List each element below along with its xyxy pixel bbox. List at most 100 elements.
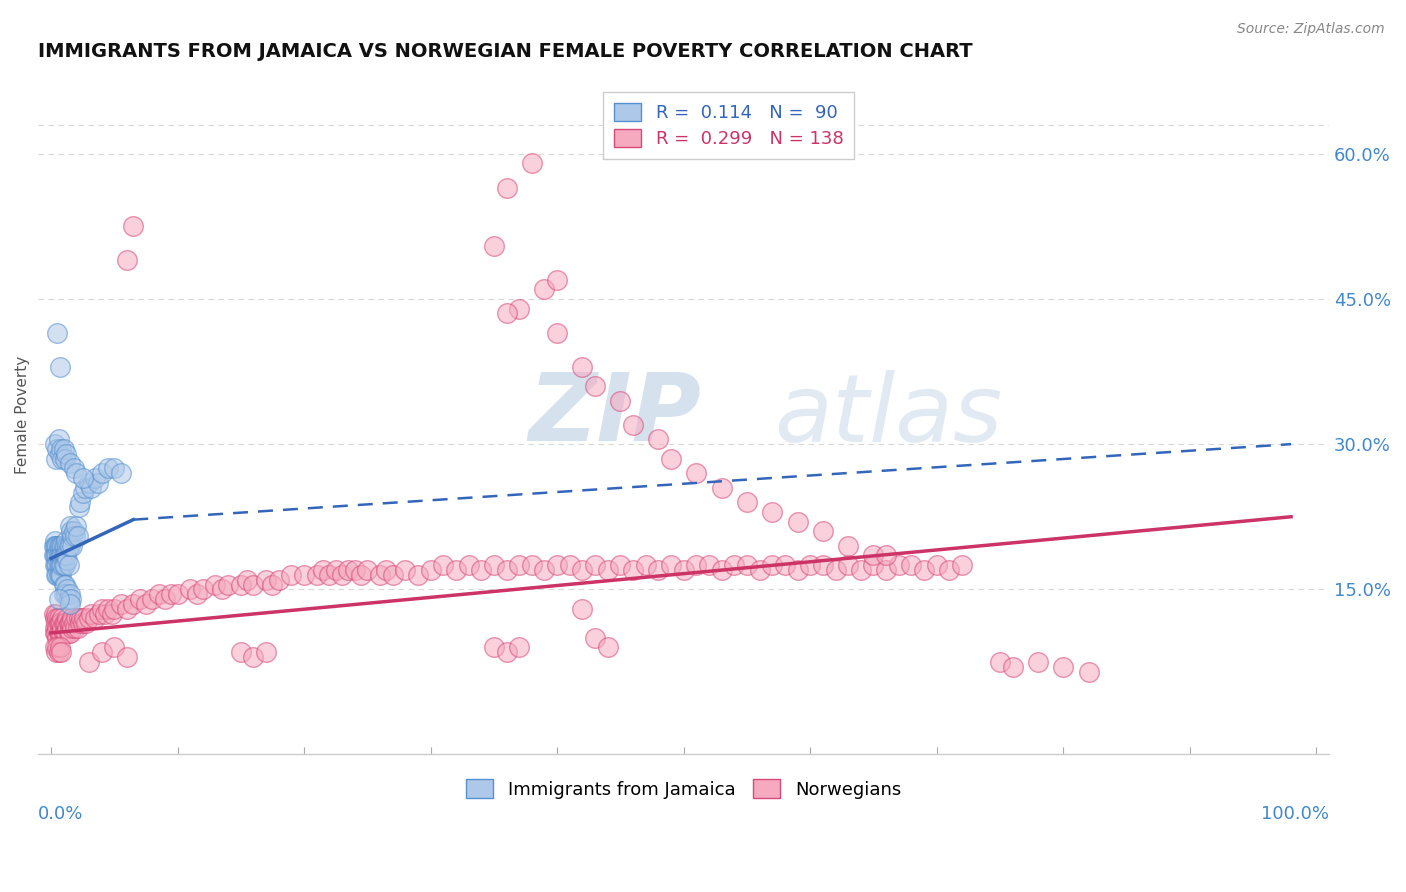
Point bbox=[350, 567, 373, 582]
Point bbox=[52, 616, 75, 631]
Point bbox=[558, 558, 581, 573]
Point bbox=[596, 640, 619, 655]
Point bbox=[938, 563, 960, 577]
Point bbox=[647, 432, 669, 446]
Point bbox=[110, 597, 132, 611]
Point bbox=[60, 592, 83, 607]
Point bbox=[887, 558, 910, 573]
Point bbox=[52, 626, 75, 640]
Point bbox=[48, 549, 70, 563]
Point bbox=[69, 616, 91, 631]
Point bbox=[115, 601, 138, 615]
Point bbox=[419, 563, 441, 577]
Point bbox=[179, 582, 201, 597]
Point bbox=[318, 567, 340, 582]
Point bbox=[53, 539, 76, 553]
Point bbox=[55, 626, 77, 640]
Point bbox=[87, 475, 110, 490]
Point bbox=[46, 567, 69, 582]
Point bbox=[49, 626, 72, 640]
Point bbox=[90, 601, 112, 615]
Point bbox=[330, 567, 353, 582]
Point bbox=[571, 563, 593, 577]
Point bbox=[52, 442, 75, 456]
Point bbox=[141, 592, 163, 607]
Point bbox=[406, 567, 429, 582]
Point bbox=[55, 616, 77, 631]
Point bbox=[51, 549, 73, 563]
Point bbox=[45, 451, 67, 466]
Point bbox=[495, 645, 517, 659]
Point bbox=[583, 558, 606, 573]
Point bbox=[685, 558, 707, 573]
Point bbox=[53, 558, 76, 573]
Point bbox=[811, 524, 834, 539]
Point bbox=[761, 558, 783, 573]
Point bbox=[621, 417, 644, 432]
Point bbox=[191, 582, 214, 597]
Point bbox=[45, 539, 67, 553]
Point bbox=[166, 587, 188, 601]
Point bbox=[672, 563, 695, 577]
Point bbox=[49, 549, 72, 563]
Point bbox=[444, 563, 467, 577]
Point bbox=[56, 621, 79, 635]
Point bbox=[48, 611, 70, 625]
Point bbox=[44, 626, 66, 640]
Point bbox=[254, 573, 277, 587]
Point bbox=[482, 640, 505, 655]
Point bbox=[48, 592, 70, 607]
Point bbox=[45, 549, 67, 563]
Point bbox=[53, 626, 76, 640]
Point bbox=[53, 549, 76, 563]
Point bbox=[46, 631, 69, 645]
Point bbox=[51, 558, 73, 573]
Point bbox=[42, 549, 65, 563]
Point bbox=[710, 481, 733, 495]
Point bbox=[44, 437, 66, 451]
Point bbox=[508, 640, 530, 655]
Point bbox=[59, 616, 82, 631]
Point bbox=[52, 539, 75, 553]
Point bbox=[67, 500, 90, 514]
Point bbox=[77, 475, 100, 490]
Point bbox=[52, 587, 75, 601]
Point bbox=[49, 549, 72, 563]
Point bbox=[160, 587, 183, 601]
Point bbox=[571, 359, 593, 374]
Point bbox=[51, 611, 73, 625]
Point bbox=[60, 616, 83, 631]
Text: 100.0%: 100.0% bbox=[1261, 805, 1329, 822]
Point bbox=[508, 301, 530, 316]
Point bbox=[62, 524, 84, 539]
Point bbox=[520, 156, 543, 170]
Y-axis label: Female Poverty: Female Poverty bbox=[15, 356, 30, 475]
Point bbox=[48, 432, 70, 446]
Point bbox=[49, 539, 72, 553]
Point bbox=[988, 655, 1011, 669]
Point bbox=[42, 539, 65, 553]
Point bbox=[110, 466, 132, 480]
Point bbox=[45, 616, 67, 631]
Point bbox=[62, 621, 84, 635]
Point bbox=[217, 577, 239, 591]
Point bbox=[53, 616, 76, 631]
Point bbox=[44, 549, 66, 563]
Point bbox=[52, 549, 75, 563]
Point bbox=[381, 567, 404, 582]
Point bbox=[262, 577, 284, 591]
Point bbox=[49, 567, 72, 582]
Point bbox=[875, 563, 897, 577]
Point bbox=[533, 282, 555, 296]
Point bbox=[45, 645, 67, 659]
Point bbox=[90, 645, 112, 659]
Point bbox=[786, 515, 808, 529]
Point bbox=[609, 393, 631, 408]
Point bbox=[58, 616, 80, 631]
Point bbox=[659, 451, 682, 466]
Point bbox=[305, 567, 328, 582]
Point bbox=[495, 306, 517, 320]
Point bbox=[48, 539, 70, 553]
Point bbox=[837, 558, 859, 573]
Point bbox=[55, 587, 77, 601]
